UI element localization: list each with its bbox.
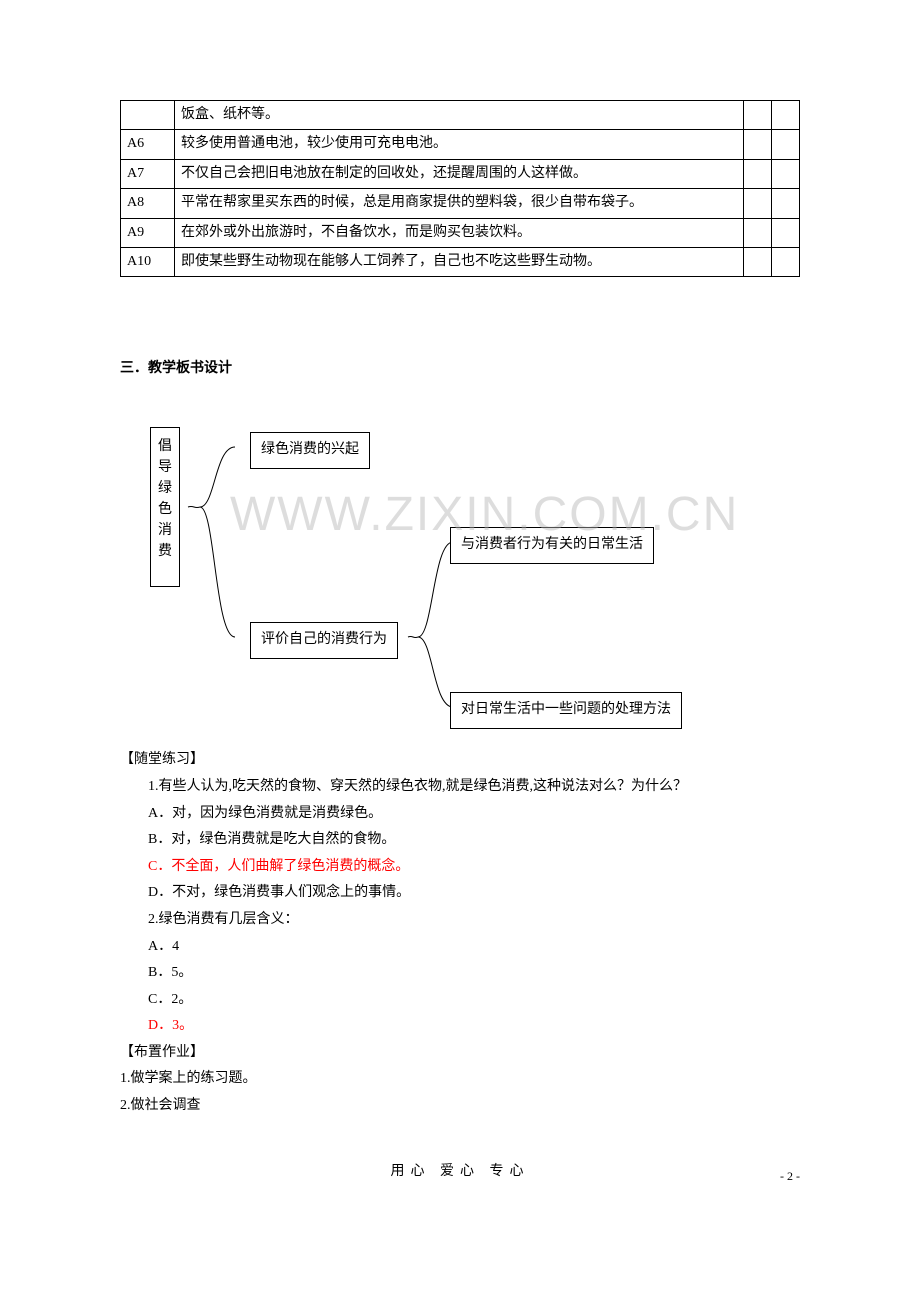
row-id: A8 <box>121 189 175 218</box>
row-id: A6 <box>121 130 175 159</box>
option-2c: C．2。 <box>120 987 800 1014</box>
table-row: A9 在郊外或外出旅游时，不自备饮水，而是购买包装饮料。 <box>121 218 800 247</box>
row-empty <box>744 101 772 130</box>
question-1: 1.有些人认为,吃天然的食物、穿天然的绿色衣物,就是绿色消费,这种说法对么？为什… <box>120 774 800 801</box>
row-empty <box>772 101 800 130</box>
diagram-box-3: 与消费者行为有关的日常生活 <box>450 527 654 563</box>
option-2a: A．4 <box>120 934 800 961</box>
row-text: 在郊外或外出旅游时，不自备饮水，而是购买包装饮料。 <box>175 218 744 247</box>
table-row: A6 较多使用普通电池，较少使用可充电电池。 <box>121 130 800 159</box>
brace-icon <box>180 427 250 657</box>
question-2: 2.绿色消费有几层含义： <box>120 907 800 934</box>
row-empty <box>744 159 772 188</box>
row-empty <box>744 218 772 247</box>
row-id: A7 <box>121 159 175 188</box>
option-1b: B．对，绿色消费就是吃大自然的食物。 <box>120 827 800 854</box>
row-id: A9 <box>121 218 175 247</box>
board-diagram: WWW.ZIXIN.COM.CN 倡导绿色消费 绿色消费的兴起 评价自己的消费行… <box>150 427 800 747</box>
behavior-table: 饭盒、纸杯等。 A6 较多使用普通电池，较少使用可充电电池。 A7 不仅自己会把… <box>120 100 800 277</box>
diagram-box-2: 评价自己的消费行为 <box>250 622 398 658</box>
table-row: A7 不仅自己会把旧电池放在制定的回收处，还提醒周围的人这样做。 <box>121 159 800 188</box>
table-row: 饭盒、纸杯等。 <box>121 101 800 130</box>
homework-1: 1.做学案上的练习题。 <box>120 1066 800 1093</box>
row-empty <box>772 159 800 188</box>
option-2b: B．5。 <box>120 960 800 987</box>
row-empty <box>772 218 800 247</box>
homework-2: 2.做社会调查 <box>120 1093 800 1120</box>
row-text: 饭盒、纸杯等。 <box>175 101 744 130</box>
row-text: 平常在帮家里买东西的时候，总是用商家提供的塑料袋，很少自带布袋子。 <box>175 189 744 218</box>
option-1d: D．不对，绿色消费事人们观念上的事情。 <box>120 880 800 907</box>
homework-heading: 【布置作业】 <box>120 1040 800 1067</box>
diagram-root-box: 倡导绿色消费 <box>150 427 180 587</box>
row-text: 不仅自己会把旧电池放在制定的回收处，还提醒周围的人这样做。 <box>175 159 744 188</box>
row-text: 较多使用普通电池，较少使用可充电电池。 <box>175 130 744 159</box>
row-id: A10 <box>121 247 175 276</box>
row-empty <box>744 130 772 159</box>
option-2d: D．3。 <box>120 1013 800 1040</box>
footer-motto: 用心 爱心 专心 <box>120 1160 800 1180</box>
exercise-section: 【随堂练习】 1.有些人认为,吃天然的食物、穿天然的绿色衣物,就是绿色消费,这种… <box>120 747 800 1119</box>
table-row: A10 即使某些野生动物现在能够人工饲养了，自己也不吃这些野生动物。 <box>121 247 800 276</box>
section-three-heading: 三．教学板书设计 <box>120 357 800 377</box>
row-id <box>121 101 175 130</box>
row-empty <box>772 130 800 159</box>
diagram-box-1: 绿色消费的兴起 <box>250 432 370 468</box>
row-empty <box>744 189 772 218</box>
table-row: A8 平常在帮家里买东西的时候，总是用商家提供的塑料袋，很少自带布袋子。 <box>121 189 800 218</box>
option-1a: A．对，因为绿色消费就是消费绿色。 <box>120 801 800 828</box>
row-empty <box>772 247 800 276</box>
row-text: 即使某些野生动物现在能够人工饲养了，自己也不吃这些野生动物。 <box>175 247 744 276</box>
exercise-heading: 【随堂练习】 <box>120 747 800 774</box>
option-1c: C．不全面，人们曲解了绿色消费的概念。 <box>120 854 800 881</box>
page-number: - 2 - <box>780 1169 800 1184</box>
row-empty <box>772 189 800 218</box>
row-empty <box>744 247 772 276</box>
diagram-box-4: 对日常生活中一些问题的处理方法 <box>450 692 682 728</box>
